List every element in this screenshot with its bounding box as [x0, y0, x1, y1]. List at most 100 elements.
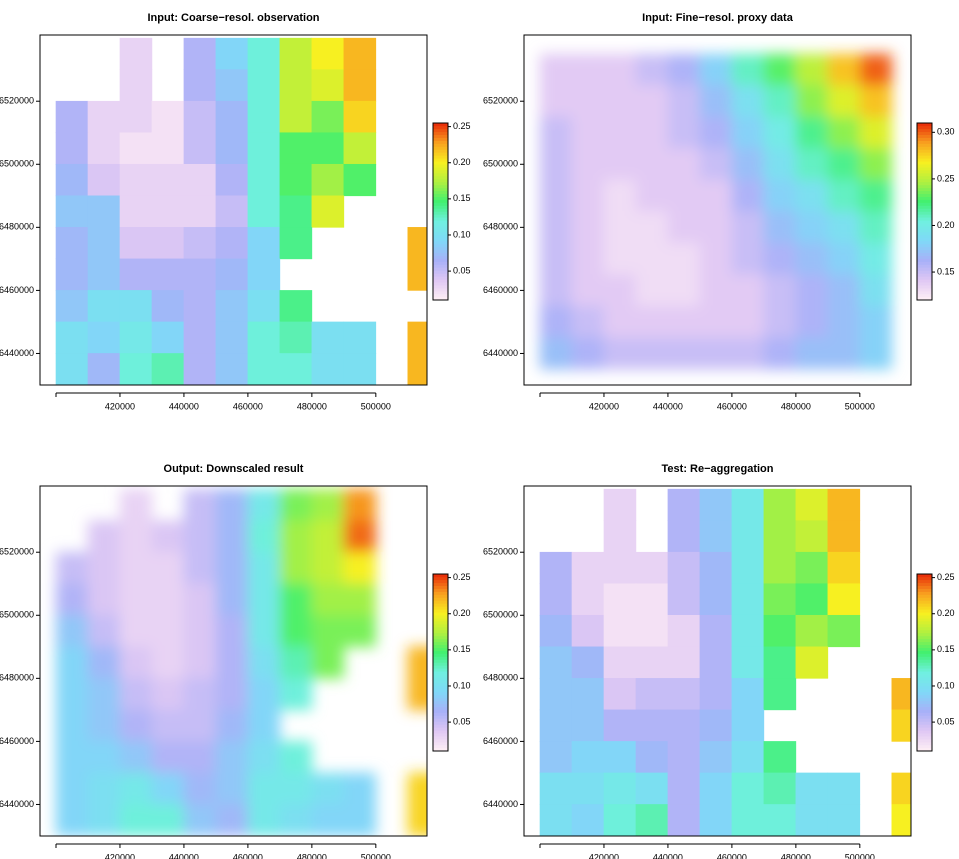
colorbar-swatch: [917, 234, 932, 239]
raster-cell: [247, 321, 281, 354]
raster-cell: [827, 274, 861, 307]
raster-cells: [539, 53, 893, 370]
colorbar-swatch: [433, 621, 448, 625]
raster-cell: [731, 274, 765, 307]
raster-cell: [407, 772, 427, 805]
colorbar-tick-label: 0.05: [453, 716, 471, 726]
raster-cell: [891, 709, 911, 742]
raster-cell: [731, 646, 765, 679]
colorbar-swatch: [433, 747, 448, 752]
raster-cell: [215, 614, 249, 648]
raster-cell: [603, 804, 637, 836]
raster-cell: [343, 551, 377, 585]
raster-cell: [667, 337, 701, 370]
raster-cell: [571, 179, 605, 212]
raster-cell: [827, 305, 861, 339]
raster-cell: [279, 551, 313, 585]
raster-cell: [571, 242, 605, 275]
raster-cell: [795, 116, 829, 149]
x-tick-label: 480000: [781, 852, 811, 859]
colorbar-swatch: [433, 573, 448, 578]
raster-cell: [731, 551, 765, 585]
colorbar-swatch: [917, 691, 932, 696]
raster-cell: [731, 242, 765, 275]
raster-cell: [55, 100, 89, 134]
raster-cell: [859, 85, 893, 118]
raster-cell: [279, 163, 313, 197]
raster-cell: [183, 163, 217, 197]
raster-cell: [763, 488, 797, 521]
raster-cell: [667, 116, 701, 149]
colorbar-swatch: [433, 691, 448, 696]
raster-cell: [795, 488, 829, 521]
colorbar-swatch: [433, 187, 448, 192]
raster-cell: [859, 211, 893, 244]
colorbar-swatch: [433, 736, 448, 740]
y-tick-label: 6480000: [483, 222, 518, 232]
colorbar-swatch: [917, 264, 932, 268]
raster-cell: [795, 274, 829, 307]
colorbar-swatch: [433, 609, 448, 613]
raster-cell: [699, 646, 733, 679]
raster-cell: [151, 583, 185, 616]
raster-cell: [603, 709, 637, 742]
raster-cell: [343, 583, 377, 616]
raster-cell: [763, 53, 797, 86]
raster-cell: [731, 179, 765, 212]
raster-cell: [763, 804, 797, 836]
raster-cell: [635, 772, 669, 805]
colorbar-swatch: [917, 202, 932, 206]
colorbar-swatch: [917, 591, 932, 595]
y-tick-label: 6500000: [0, 159, 34, 169]
raster-cell: [667, 709, 701, 742]
colorbar-swatch: [917, 594, 932, 598]
colorbar-swatch: [917, 208, 932, 212]
raster-cell: [763, 337, 797, 370]
colorbar-swatch: [917, 211, 932, 215]
raster-cell: [87, 163, 121, 197]
raster-cell: [795, 337, 829, 370]
raster-cell: [635, 551, 669, 585]
colorbar-swatch: [917, 164, 932, 168]
colorbar-swatch: [433, 635, 448, 640]
raster-cell: [183, 69, 217, 102]
raster-cell: [667, 242, 701, 275]
raster-cell: [311, 520, 345, 553]
raster-cell: [539, 804, 573, 836]
x-tick-label: 440000: [169, 852, 199, 859]
x-tick-label: 500000: [361, 852, 391, 859]
colorbar-swatch: [433, 694, 448, 699]
raster-cell: [795, 646, 829, 679]
raster-cell: [119, 290, 153, 323]
raster-cell: [795, 211, 829, 244]
colorbar-swatch: [917, 644, 932, 648]
raster-cell: [763, 551, 797, 585]
raster-cell: [407, 227, 427, 260]
raster-cell: [603, 772, 637, 805]
raster-cell: [539, 614, 573, 648]
colorbar-swatch: [433, 703, 448, 707]
raster-cell: [151, 227, 185, 260]
raster-cell: [343, 321, 377, 354]
colorbar-tick-label: 0.05: [453, 265, 471, 275]
raster-cell: [311, 772, 345, 805]
raster-cell: [119, 772, 153, 805]
raster-cell: [279, 195, 313, 228]
raster-cell: [215, 321, 249, 354]
colorbar-swatch: [917, 190, 932, 194]
colorbar-swatch: [433, 682, 448, 687]
raster-cell: [119, 258, 153, 291]
colorbar-swatch: [917, 276, 932, 280]
raster-cell: [343, 353, 377, 385]
colorbar-swatch: [917, 653, 932, 657]
colorbar-swatch: [917, 217, 932, 221]
raster-cell: [119, 678, 153, 711]
y-tick-label: 6460000: [0, 736, 34, 746]
raster-cell: [763, 305, 797, 339]
raster-area: [55, 37, 427, 385]
colorbar-swatch: [917, 585, 932, 589]
raster-cell: [119, 227, 153, 260]
raster-cell: [699, 678, 733, 711]
raster-cell: [571, 583, 605, 616]
raster-cell: [891, 772, 911, 805]
